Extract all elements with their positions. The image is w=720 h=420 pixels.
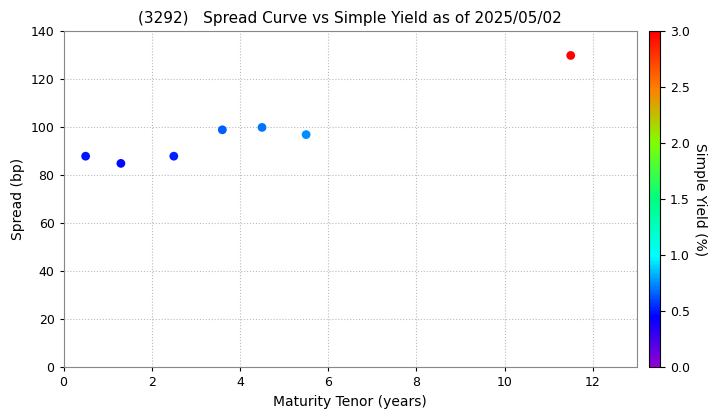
Title: (3292)   Spread Curve vs Simple Yield as of 2025/05/02: (3292) Spread Curve vs Simple Yield as o… <box>138 11 562 26</box>
Point <box>300 131 312 138</box>
Point <box>80 153 91 160</box>
Y-axis label: Spread (bp): Spread (bp) <box>11 158 25 240</box>
Point <box>256 124 268 131</box>
Point <box>115 160 127 167</box>
Point <box>565 52 577 59</box>
Y-axis label: Simple Yield (%): Simple Yield (%) <box>693 143 707 256</box>
Point <box>217 126 228 133</box>
X-axis label: Maturity Tenor (years): Maturity Tenor (years) <box>274 395 427 409</box>
Point <box>168 153 179 160</box>
